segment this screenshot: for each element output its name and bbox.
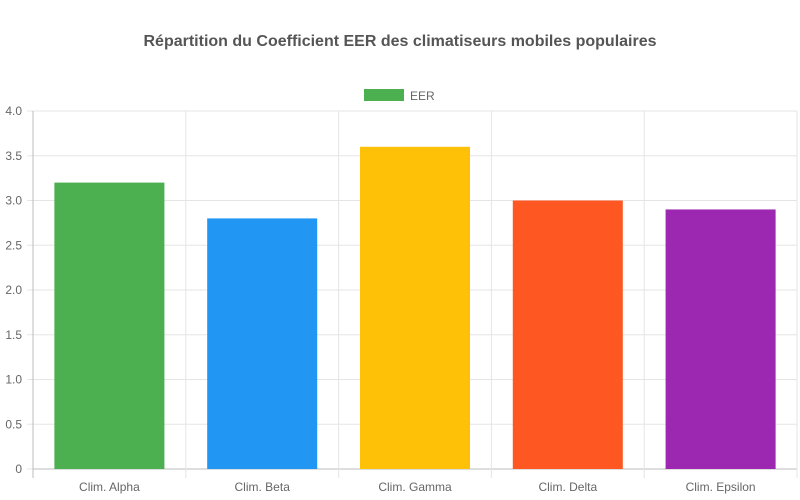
y-tick-label: 1.0	[5, 373, 22, 387]
x-axis-ticks: Clim. Alpha Clim. Beta Clim. Gamma Clim. De…	[79, 480, 756, 494]
y-tick-label: 2.5	[5, 238, 22, 252]
bar-clim-delta[interactable]	[512, 200, 623, 470]
x-tick-label: Clim. Epsilon	[686, 480, 756, 494]
y-tick-label: 4.0	[5, 104, 22, 118]
y-tick-label: 3.5	[5, 149, 22, 163]
bar-clim-beta[interactable]	[207, 218, 318, 469]
x-tick-label: Clim. Gamma	[378, 480, 452, 494]
y-tick-label: 0	[15, 462, 22, 476]
y-axis-ticks: 0 0.5 1.0 1.5 2.0 2.5 3.0 3.5 4.0	[5, 104, 22, 476]
legend[interactable]: EER	[364, 89, 435, 103]
x-tick-label: Clim. Delta	[538, 480, 597, 494]
bars	[54, 146, 776, 470]
y-tick-label: 0.5	[5, 417, 22, 431]
bar-clim-alpha[interactable]	[54, 182, 165, 469]
legend-swatch-eer	[364, 89, 404, 101]
y-tick-label: 1.5	[5, 328, 22, 342]
x-tick-label: Clim. Alpha	[79, 480, 140, 494]
chart-title: Répartition du Coefficient EER des clima…	[144, 33, 657, 50]
x-tick-label: Clim. Beta	[235, 480, 291, 494]
legend-label-eer: EER	[410, 89, 435, 103]
bar-clim-gamma[interactable]	[359, 146, 471, 470]
bar-clim-epsilon[interactable]	[665, 209, 776, 469]
y-tick-label: 2.0	[5, 283, 22, 297]
y-tick-label: 3.0	[5, 194, 22, 208]
